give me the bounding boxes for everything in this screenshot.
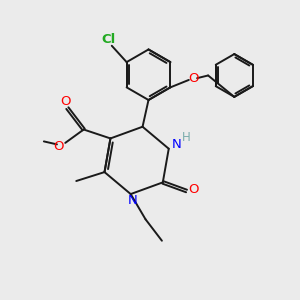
Text: O: O: [61, 95, 71, 108]
Text: Cl: Cl: [102, 33, 116, 46]
Text: H: H: [182, 131, 190, 144]
Text: N: N: [172, 138, 182, 151]
Text: O: O: [189, 72, 199, 85]
Text: O: O: [53, 140, 64, 153]
Text: O: O: [188, 183, 198, 196]
Text: N: N: [127, 194, 137, 207]
